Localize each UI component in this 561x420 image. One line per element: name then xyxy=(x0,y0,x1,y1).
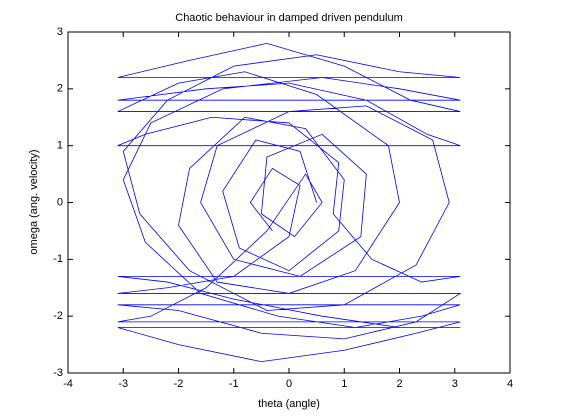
y-tick-label: 1 xyxy=(57,140,63,152)
chart-title: Chaotic behaviour in damped driven pendu… xyxy=(175,12,402,24)
x-tick-label: 0 xyxy=(286,378,292,390)
y-tick-label: -3 xyxy=(53,367,63,379)
x-tick-label: 2 xyxy=(396,378,402,390)
x-tick-label: 3 xyxy=(452,378,458,390)
x-tick-label: 1 xyxy=(341,378,347,390)
x-tick-label: -1 xyxy=(229,378,239,390)
y-axis-label: omega (ang. velocity) xyxy=(28,149,40,254)
x-axis-label: theta (angle) xyxy=(258,398,320,410)
x-tick-label: -3 xyxy=(118,378,128,390)
x-tick-label: -2 xyxy=(174,378,184,390)
trajectory-line xyxy=(117,42,462,363)
plot-area xyxy=(68,32,510,373)
y-tick-label: -2 xyxy=(53,310,63,322)
y-tick-label: 0 xyxy=(57,196,63,208)
y-tick-label: 3 xyxy=(57,26,63,38)
x-tick-label: 4 xyxy=(507,378,513,390)
x-tick-label: -4 xyxy=(63,378,73,390)
y-tick-label: -1 xyxy=(53,253,63,265)
y-tick-label: 2 xyxy=(57,83,63,95)
